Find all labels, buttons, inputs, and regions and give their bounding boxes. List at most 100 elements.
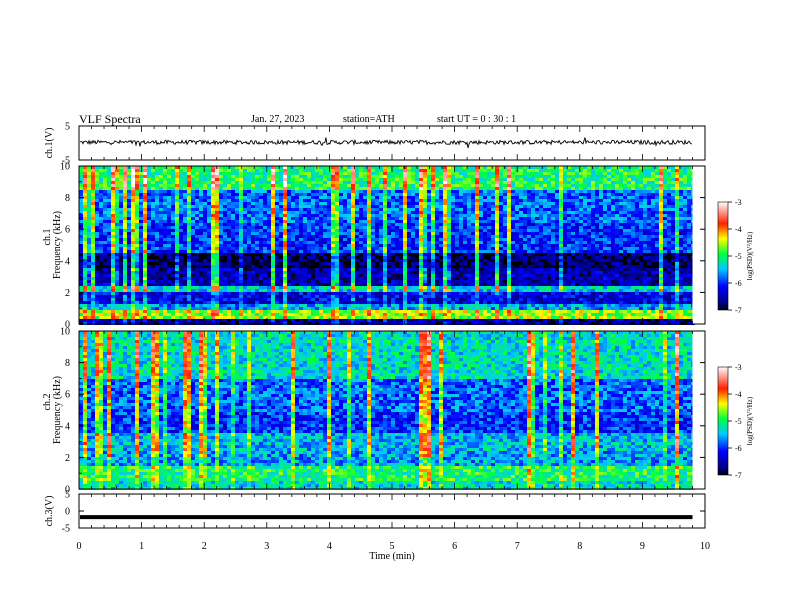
spectrogram-cell <box>331 238 335 241</box>
spectrogram-cell <box>387 244 391 247</box>
spectrogram-cell <box>255 214 259 217</box>
spectrogram-cell <box>679 184 683 187</box>
spectrogram-cell <box>591 256 595 259</box>
spectrogram-cell <box>219 232 223 235</box>
spectrogram-cell <box>687 190 691 193</box>
spectrogram-cell <box>311 178 315 181</box>
spectrogram-cell <box>171 193 175 196</box>
spectrogram-cell <box>591 250 595 253</box>
spectrogram-cell <box>231 232 235 235</box>
spectrogram-cell <box>607 214 611 217</box>
spectrogram-cell <box>571 187 575 190</box>
spectrogram-cell <box>343 214 347 217</box>
spectrogram-cell <box>79 220 83 223</box>
spectrogram-cell <box>411 259 415 262</box>
spectrogram-cell <box>143 250 147 253</box>
spectrogram-cell <box>367 223 371 226</box>
spectrogram-cell <box>495 256 499 259</box>
spectrogram-cell <box>563 187 567 190</box>
spectrogram-cell <box>667 190 671 193</box>
spectrogram-cell <box>219 178 223 181</box>
spectrogram-cell <box>455 181 459 184</box>
spectrogram-cell <box>619 241 623 244</box>
spectrogram-cell <box>235 262 239 265</box>
spectrogram-cell <box>619 211 623 214</box>
spectrogram-cell <box>363 175 367 178</box>
spectrogram-cell <box>427 223 431 226</box>
spectrogram-cell <box>295 211 299 214</box>
spectrogram-cell <box>283 196 287 199</box>
spectrogram-cell <box>151 241 155 244</box>
spectrogram-cell <box>495 244 499 247</box>
spectrogram-cell <box>275 193 279 196</box>
spectrogram-cell <box>483 238 487 241</box>
spectrogram-cell <box>515 208 519 211</box>
spectrogram-cell <box>359 256 363 259</box>
spectrogram-cell <box>99 169 103 172</box>
spectrogram-cell <box>247 217 251 220</box>
spectrogram-cell <box>507 220 511 223</box>
spectrogram-cell <box>439 241 443 244</box>
spectrogram-cell <box>263 187 267 190</box>
spectrogram-cell <box>355 214 359 217</box>
spectrogram-cell <box>683 214 687 217</box>
spectrogram-cell <box>215 253 219 256</box>
spectrogram-cell <box>227 178 231 181</box>
ch1-spectrogram-heatmap <box>79 166 705 325</box>
spectrogram-cell <box>91 232 95 235</box>
spectrogram-cell <box>267 226 271 229</box>
spectrogram-cell <box>643 202 647 205</box>
spectrogram-cell <box>387 250 391 253</box>
spectrogram-cell <box>123 199 127 202</box>
spectrogram-cell <box>427 220 431 223</box>
spectrogram-cell <box>643 235 647 238</box>
spectrogram-cell <box>663 253 667 256</box>
spectrogram-cell <box>687 256 691 259</box>
spectrogram-cell <box>647 226 651 229</box>
spectrogram-cell <box>615 205 619 208</box>
spectrogram-cell <box>471 175 475 178</box>
spectrogram-cell <box>119 208 123 211</box>
spectrogram-cell <box>467 169 471 172</box>
spectrogram-cell <box>611 214 615 217</box>
spectrogram-cell <box>551 241 555 244</box>
spectrogram-cell <box>615 250 619 253</box>
spectrogram-cell <box>687 229 691 232</box>
spectrogram-cell <box>303 244 307 247</box>
spectrogram-cell <box>447 190 451 193</box>
spectrogram-cell <box>191 256 195 259</box>
spectrogram-cell <box>163 238 167 241</box>
spectrogram-cell <box>599 244 603 247</box>
spectrogram-cell <box>443 226 447 229</box>
spectrogram-cell <box>467 211 471 214</box>
spectrogram-cell <box>475 235 479 238</box>
spectrogram-cell <box>423 199 427 202</box>
spectrogram-cell <box>287 196 291 199</box>
spectrogram-cell <box>411 196 415 199</box>
spectrogram-cell <box>283 241 287 244</box>
spectrogram-cell <box>487 217 491 220</box>
spectrogram-cell <box>223 244 227 247</box>
spectrogram-cell <box>287 238 291 241</box>
spectrogram-cell <box>103 211 107 214</box>
spectrogram-cell <box>239 220 243 223</box>
spectrogram-cell <box>243 178 247 181</box>
spectrogram-cell <box>115 199 119 202</box>
spectrogram-cell <box>91 208 95 211</box>
spectrogram-cell <box>111 256 115 259</box>
spectrogram-cell <box>579 250 583 253</box>
spectrogram-cell <box>239 262 243 265</box>
spectrogram-cell <box>167 217 171 220</box>
spectrogram-cell <box>611 232 615 235</box>
spectrogram-cell <box>551 214 555 217</box>
spectrogram-cell <box>271 181 275 184</box>
spectrogram-cell <box>379 241 383 244</box>
spectrogram-cell <box>335 217 339 220</box>
spectrogram-cell <box>231 172 235 175</box>
spectrogram-cell <box>111 223 115 226</box>
spectrogram-cell <box>299 172 303 175</box>
spectrogram-cell <box>199 184 203 187</box>
spectrogram-cell <box>499 253 503 256</box>
spectrogram-cell <box>307 241 311 244</box>
spectrogram-cell <box>231 208 235 211</box>
